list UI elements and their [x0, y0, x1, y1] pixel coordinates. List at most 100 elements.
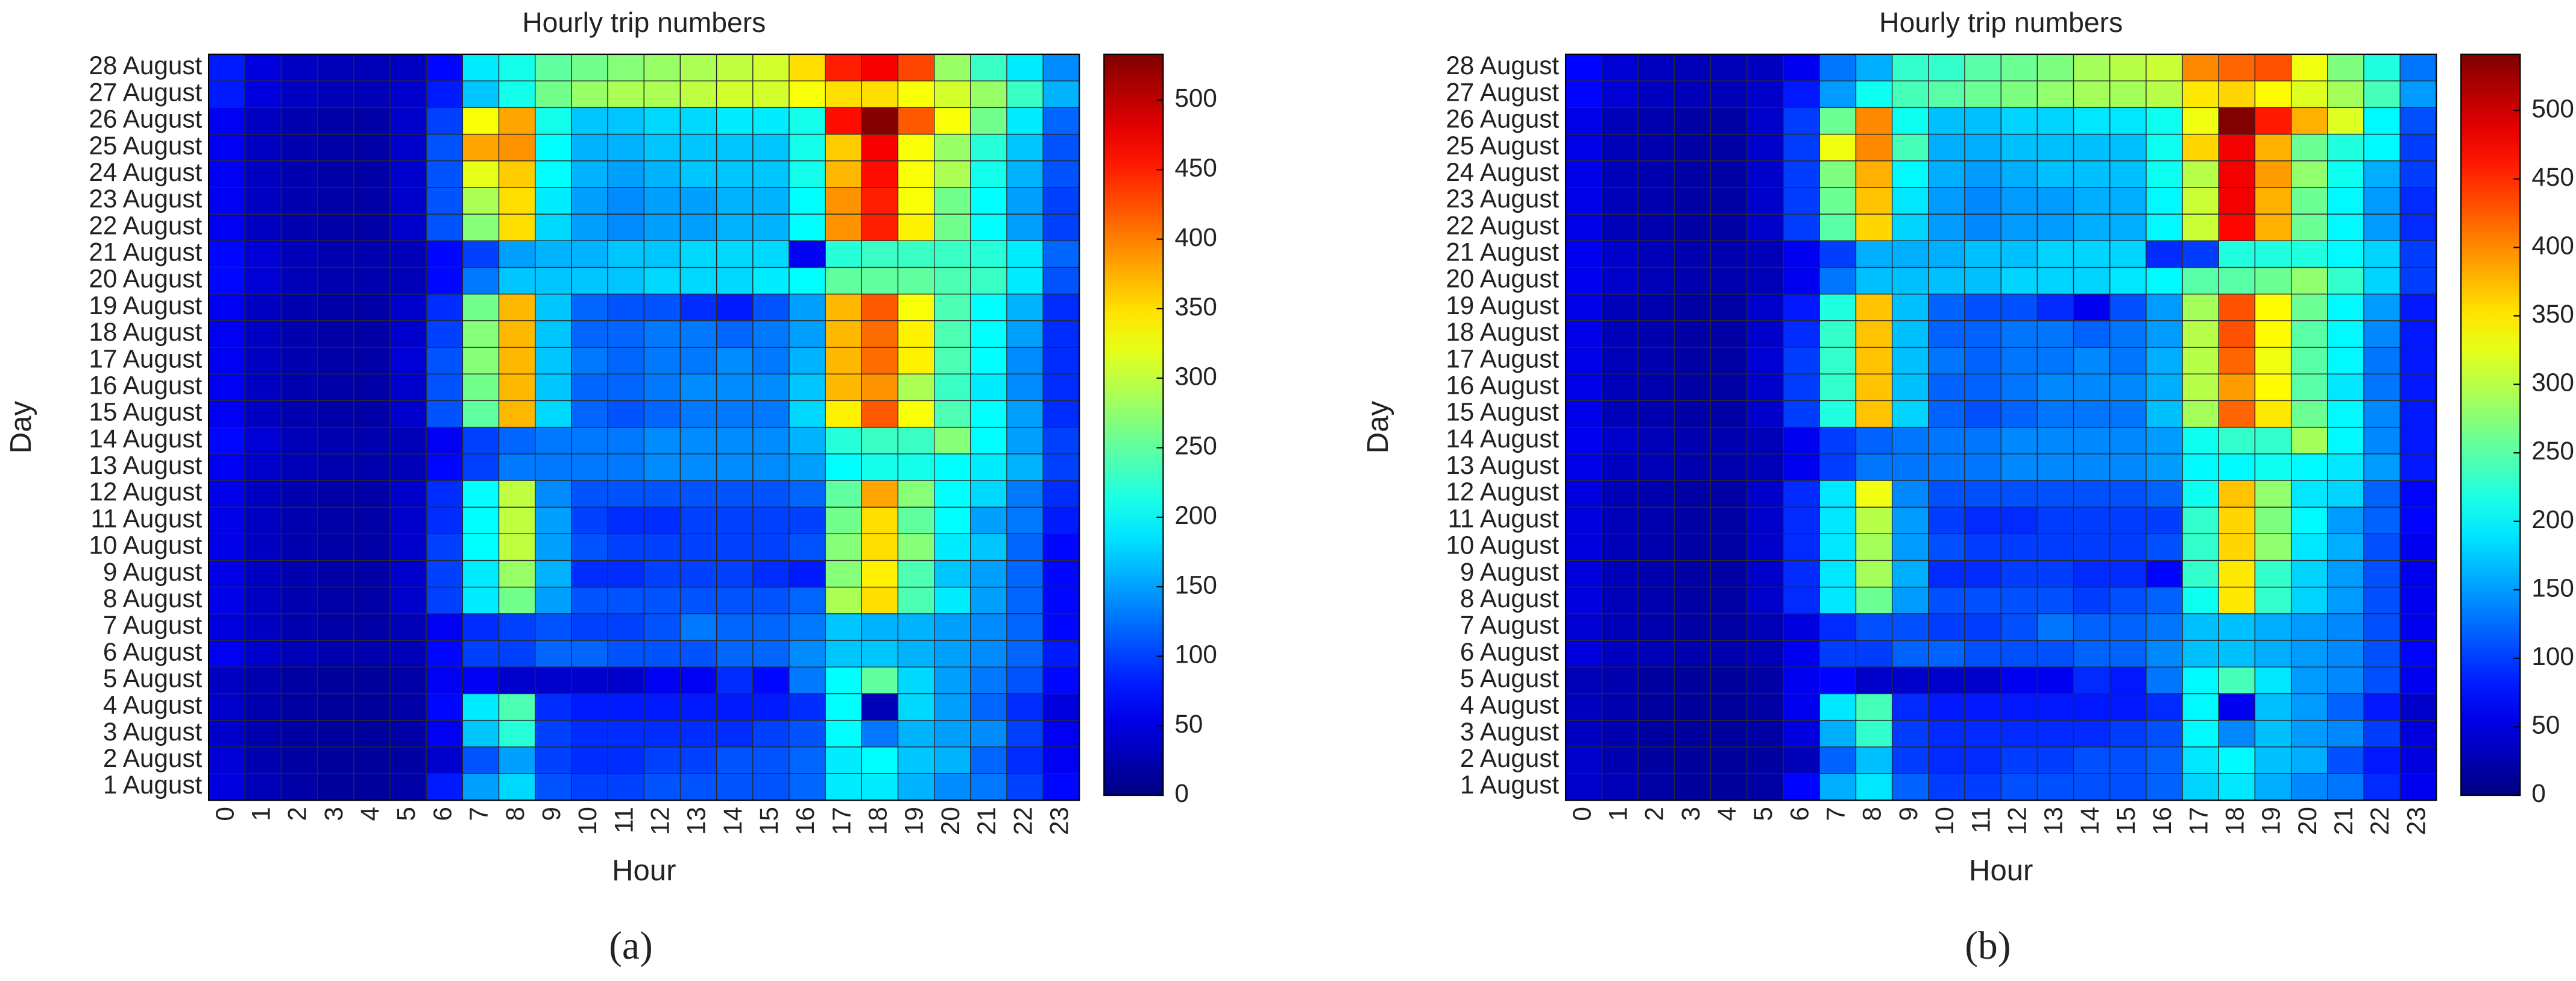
- heat-cell: [353, 746, 391, 774]
- heat-cell: [607, 560, 644, 588]
- heat-cell: [280, 160, 318, 188]
- heat-cell: [1783, 746, 1820, 774]
- heat-cell: [970, 133, 1007, 162]
- heat-cell: [462, 587, 500, 614]
- heat-cell: [280, 453, 318, 481]
- heat-cell: [1674, 373, 1712, 402]
- heat-cell: [2254, 213, 2292, 241]
- heat-cell: [861, 267, 899, 295]
- y-tick-label: 10 August: [1446, 531, 1559, 560]
- heat-cell: [1042, 693, 1080, 721]
- x-tick-label: 2: [283, 807, 312, 821]
- heat-cell: [2036, 267, 2074, 295]
- heat-cell: [1928, 506, 1965, 535]
- heat-cell: [2036, 746, 2074, 774]
- heat-cell: [2254, 746, 2292, 774]
- heat-cell: [2363, 640, 2401, 667]
- heat-cell: [1855, 373, 1893, 402]
- heat-cell: [2399, 347, 2437, 374]
- heat-cell: [2290, 320, 2328, 348]
- heat-cell: [934, 773, 971, 801]
- heat-cell: [1819, 213, 1857, 241]
- heat-cell: [1855, 347, 1893, 374]
- heat-cell: [897, 453, 935, 481]
- heat-cell: [1746, 506, 1784, 535]
- heat-cell: [1891, 107, 1929, 135]
- heat-cell: [1565, 719, 1602, 748]
- heat-cell: [1855, 693, 1893, 721]
- heat-cell: [970, 746, 1007, 774]
- heat-cell: [2254, 373, 2292, 402]
- heat-cell: [426, 54, 464, 81]
- heat-cell: [716, 719, 754, 748]
- heat-cell: [679, 54, 717, 81]
- heat-cell: [752, 613, 790, 641]
- x-tick-label: 13: [682, 807, 711, 835]
- heat-cell: [1819, 187, 1857, 215]
- heat-cell: [280, 613, 318, 641]
- heat-cell: [2036, 160, 2074, 188]
- heat-cell: [426, 80, 464, 109]
- x-tick-label: 0: [210, 807, 239, 821]
- heat-cell: [2290, 613, 2328, 641]
- heat-cell: [1006, 533, 1044, 561]
- y-tick-label: 5 August: [103, 664, 203, 693]
- heat-cell: [1783, 480, 1820, 508]
- heat-cell: [2327, 506, 2364, 535]
- heat-cell: [716, 213, 754, 241]
- y-tick-label: 3 August: [1460, 718, 1560, 746]
- heat-cell: [607, 347, 644, 374]
- heat-cell: [2182, 587, 2219, 614]
- heat-cell: [571, 426, 608, 455]
- heat-cell: [1964, 426, 2001, 455]
- heat-cell: [1891, 293, 1929, 321]
- heat-cell: [462, 240, 500, 268]
- heat-cell: [643, 480, 681, 508]
- heat-cell: [208, 666, 245, 695]
- heat-cell: [2218, 719, 2256, 748]
- heat-cell: [2036, 187, 2074, 215]
- heat-cell: [316, 320, 354, 348]
- y-tick-label: 10 August: [89, 531, 202, 560]
- heat-cell: [462, 267, 500, 295]
- heat-cell: [316, 133, 354, 162]
- heat-cell: [716, 613, 754, 641]
- heat-cell: [2218, 293, 2256, 321]
- heat-cell: [1964, 506, 2001, 535]
- heat-cell: [2182, 400, 2219, 428]
- heat-cell: [970, 613, 1007, 641]
- heat-cell: [1783, 400, 1820, 428]
- heat-cell: [2218, 213, 2256, 241]
- heat-cell: [2036, 426, 2074, 455]
- heat-cell: [1928, 613, 1965, 641]
- heat-cell: [1783, 373, 1820, 402]
- heat-cell: [1674, 187, 1712, 215]
- heat-cell: [1710, 746, 1748, 774]
- heat-cell: [2290, 160, 2328, 188]
- heat-cell: [2327, 347, 2364, 374]
- heat-cell: [679, 533, 717, 561]
- heat-cell: [861, 693, 899, 721]
- heat-cell: [208, 640, 245, 667]
- heat-cell: [752, 80, 790, 109]
- heat-cell: [1637, 133, 1675, 162]
- heat-cell: [389, 533, 427, 561]
- colorbar-tick-label: 150: [2531, 573, 2574, 602]
- heat-cell: [2109, 267, 2147, 295]
- heat-cell: [1819, 160, 1857, 188]
- heat-cell: [861, 746, 899, 774]
- heat-cell: [1928, 400, 1965, 428]
- heat-cell: [280, 240, 318, 268]
- heat-cell: [1746, 347, 1784, 374]
- heat-cell: [1964, 133, 2001, 162]
- heat-cell: [426, 533, 464, 561]
- heat-cell: [970, 213, 1007, 241]
- heat-cell: [535, 587, 572, 614]
- heat-cell: [897, 107, 935, 135]
- x-tick-label: 20: [936, 807, 965, 835]
- heat-cell: [1928, 80, 1965, 109]
- heat-cell: [825, 107, 863, 135]
- heat-cell: [244, 693, 282, 721]
- heat-cell: [1565, 666, 1602, 695]
- heat-cell: [316, 453, 354, 481]
